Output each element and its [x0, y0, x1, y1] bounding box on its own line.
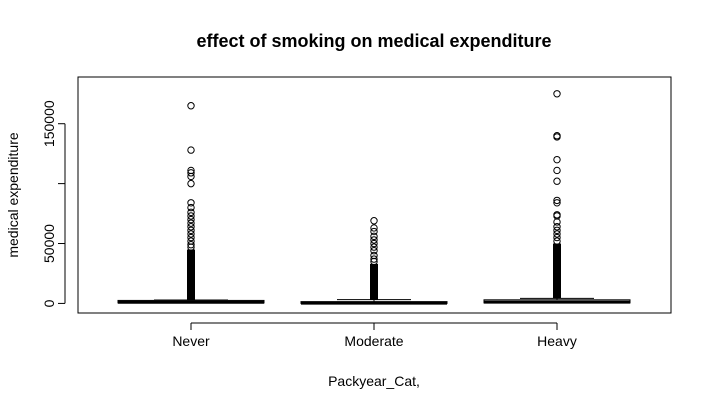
- outlier-point: [553, 233, 561, 242]
- outlier-point: [187, 233, 195, 242]
- outlier-band: [187, 249, 195, 301]
- outlier-point: [553, 211, 561, 219]
- outlier-point: [370, 232, 378, 241]
- outlier-point: [553, 218, 561, 226]
- outlier-point: [553, 226, 561, 235]
- outlier-point: [187, 223, 195, 231]
- outlier-point: [187, 146, 195, 154]
- outlier-point: [187, 237, 195, 245]
- x-tick-label: Never: [172, 333, 210, 349]
- x-axis: Never Moderate Heavy: [172, 322, 577, 349]
- outlier-point: [370, 224, 378, 232]
- x-axis-label: Packyear_Cat,: [328, 373, 420, 389]
- outlier-point: [370, 243, 378, 251]
- outlier-point: [370, 236, 378, 244]
- outlier-point: [553, 155, 561, 164]
- outlier-band: [370, 263, 378, 300]
- outlier-point: [187, 179, 195, 188]
- outlier-point: [370, 227, 378, 236]
- box-heavy: [483, 90, 631, 304]
- outlier-point: [553, 230, 561, 238]
- outlier-point: [370, 217, 378, 225]
- outlier-point: [370, 255, 378, 263]
- x-tick-label: Moderate: [344, 333, 403, 349]
- outlier-point: [187, 230, 195, 238]
- y-tick-label: 150000: [41, 100, 57, 147]
- outlier-point: [187, 203, 195, 212]
- outlier-point: [370, 251, 378, 260]
- outlier-point: [553, 237, 561, 245]
- y-axis-label: medical expenditure: [5, 132, 21, 258]
- outlier-point: [187, 199, 195, 207]
- outlier-point: [187, 166, 195, 175]
- outlier-band: [553, 243, 561, 299]
- outlier-point: [553, 166, 561, 175]
- outlier-point: [370, 239, 378, 248]
- plot-frame: [77, 76, 672, 314]
- outlier-point: [187, 208, 195, 217]
- x-tick-label: Heavy: [537, 333, 577, 349]
- outlier-point: [553, 223, 561, 231]
- outlier-point: [370, 247, 378, 255]
- outlier-point: [187, 241, 195, 249]
- y-tick-label: 0: [41, 299, 57, 307]
- box-moderate: [300, 217, 448, 305]
- outlier-point: [187, 226, 195, 235]
- outlier-point: [187, 212, 195, 220]
- boxplot-boxes: [117, 90, 631, 305]
- outlier-point: [553, 177, 561, 185]
- outlier-point: [187, 215, 195, 224]
- outlier-point: [187, 169, 195, 177]
- outlier-point: [553, 132, 561, 140]
- box-never: [117, 102, 265, 304]
- outlier-point: [187, 219, 195, 227]
- y-axis: 0 50000 150000: [41, 100, 66, 307]
- outlier-point: [553, 196, 561, 205]
- outlier-point: [553, 199, 561, 207]
- outlier-point: [553, 90, 561, 98]
- outlier-point: [187, 102, 195, 110]
- y-tick-label: 50000: [41, 224, 57, 263]
- chart-title: effect of smoking on medical expenditure: [196, 31, 551, 51]
